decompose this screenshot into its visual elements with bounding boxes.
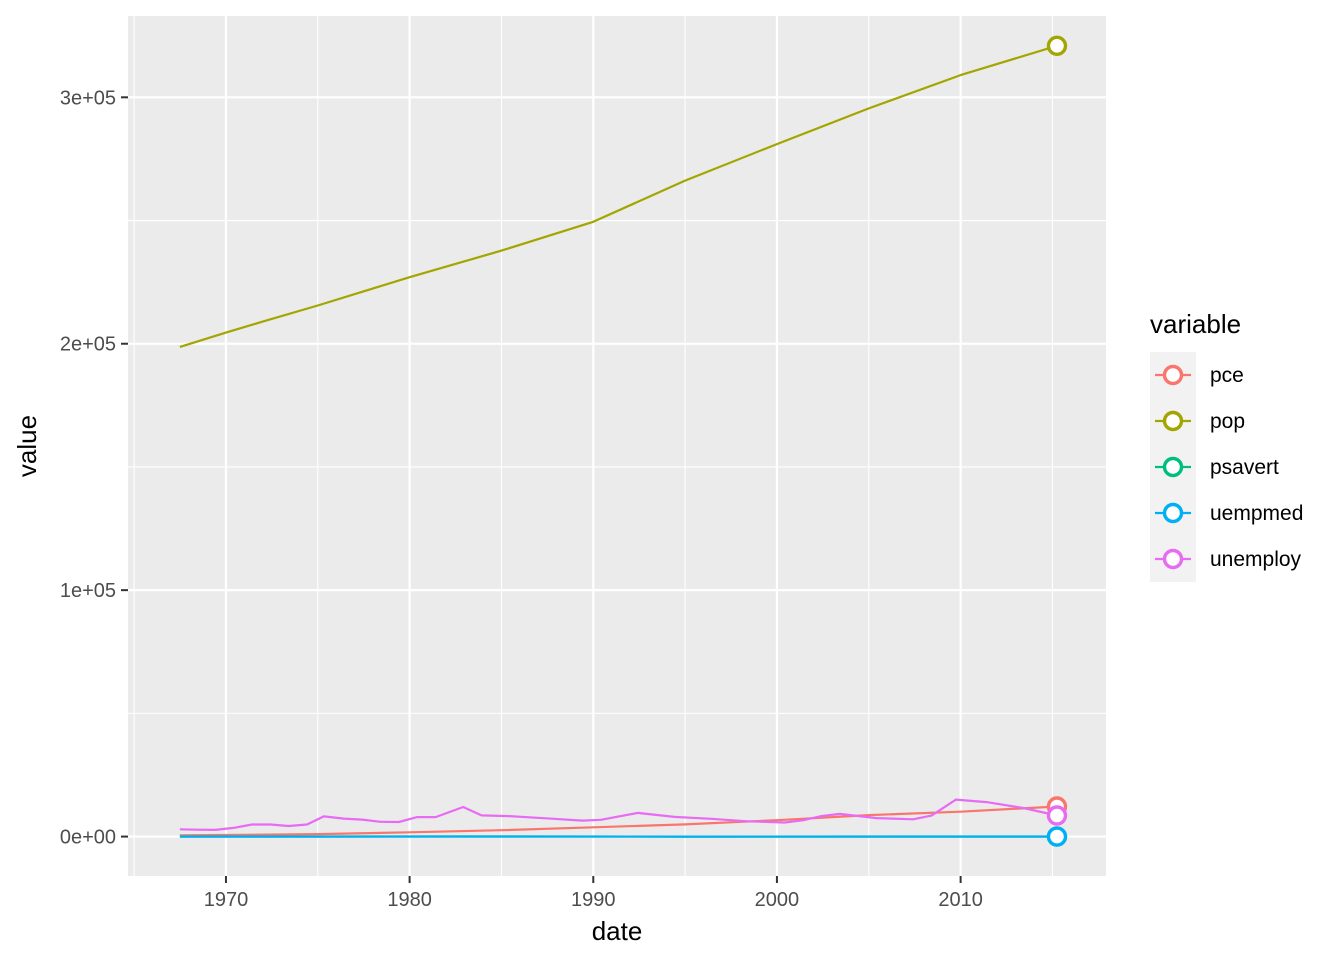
minor-gridlines — [128, 16, 1106, 876]
end-point-markers — [1046, 35, 1068, 847]
x-axis-title: date — [592, 916, 643, 946]
legend: variable pce pop psavert uempmed unemploy — [1150, 309, 1303, 582]
x-tick-label: 2010 — [938, 889, 983, 911]
x-tick-label: 1970 — [204, 889, 249, 911]
legend-label: psavert — [1210, 456, 1279, 479]
legend-key-marker — [1162, 364, 1184, 386]
series-line-unemploy — [179, 798, 1058, 831]
legend-label: pce — [1210, 364, 1244, 387]
plot-panel — [128, 16, 1106, 876]
y-tick-label: 0e+00 — [60, 827, 116, 849]
x-tick-label: 2000 — [755, 889, 800, 911]
y-tick-label: 2e+05 — [60, 334, 116, 356]
x-axis: 1970 1980 1990 2000 2010 — [204, 876, 983, 911]
legend-item-pop: pop — [1155, 410, 1245, 433]
y-axis: 0e+00 1e+05 2e+05 3e+05 — [60, 87, 128, 849]
legend-item-psavert: psavert — [1155, 456, 1279, 479]
series-line-pop — [179, 44, 1058, 348]
legend-title: variable — [1150, 309, 1241, 339]
y-tick-label: 3e+05 — [60, 87, 116, 109]
end-marker-unemploy — [1046, 805, 1068, 826]
legend-label: pop — [1210, 410, 1245, 433]
legend-item-pce: pce — [1155, 364, 1244, 387]
legend-key-marker — [1162, 502, 1184, 524]
x-tick-label: 1990 — [571, 889, 616, 911]
series-line-pce — [179, 805, 1058, 837]
legend-key-marker — [1162, 456, 1184, 478]
legend-label: unemploy — [1210, 548, 1302, 571]
x-tick-label: 1980 — [387, 889, 432, 911]
y-axis-title: value — [12, 415, 42, 477]
legend-key-marker — [1162, 548, 1184, 570]
legend-item-uempmed: uempmed — [1155, 502, 1303, 525]
series-lines — [179, 44, 1058, 838]
legend-item-unemploy: unemploy — [1155, 548, 1302, 571]
y-tick-label: 1e+05 — [60, 580, 116, 602]
legend-label: uempmed — [1210, 502, 1303, 525]
end-marker-pop — [1046, 35, 1068, 57]
legend-key-marker — [1162, 410, 1184, 432]
end-marker-uempmed — [1046, 826, 1068, 847]
